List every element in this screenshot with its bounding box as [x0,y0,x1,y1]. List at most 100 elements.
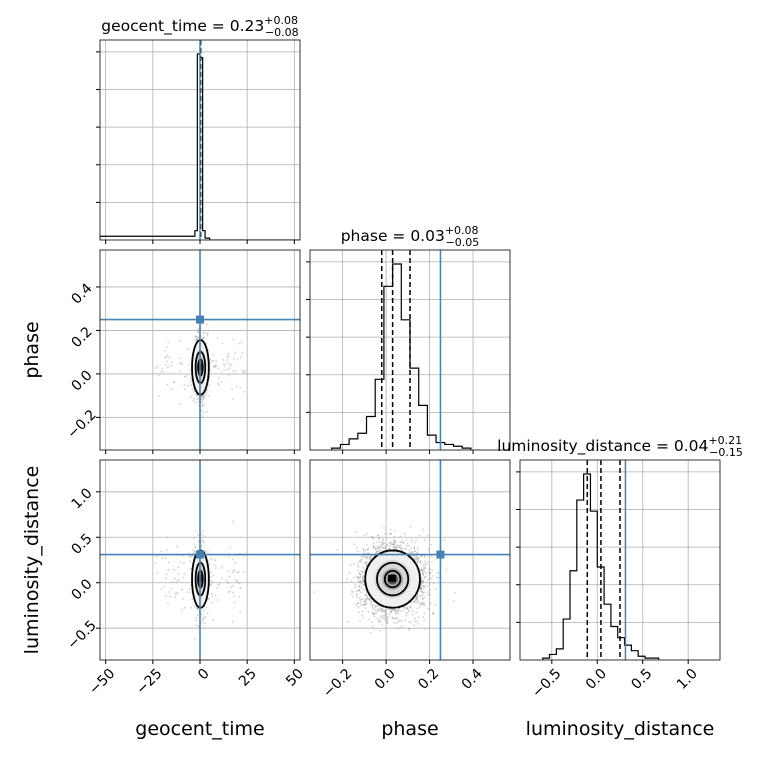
sample-point [356,564,359,567]
sample-point [355,593,357,596]
x-tick-label-geocent_time: 50 [283,666,307,690]
sample-point [179,370,181,373]
sample-point [396,627,399,630]
sample-point [172,568,175,571]
sample-point [204,550,207,552]
sample-point [203,395,206,397]
sample-point [402,606,405,609]
sample-point [366,597,369,600]
sample-point [205,616,207,619]
sample-point [370,535,373,538]
sample-point [365,557,368,560]
sample-point [379,616,382,619]
sample-point [195,393,198,395]
sample-point [174,577,176,580]
sample-point [394,608,397,611]
sample-point [161,368,164,370]
sample-point [406,611,409,614]
sample-point [365,532,368,535]
sample-point [359,559,362,562]
sample-point [368,556,371,559]
sample-point [183,388,186,390]
sample-point [187,591,190,594]
sample-point [200,409,203,412]
sample-point [359,581,362,583]
sample-point [414,620,417,623]
sample-point [177,579,180,582]
sample-point [175,591,178,594]
sample-point [361,579,364,582]
sample-point [167,341,170,344]
sample-point [212,574,215,577]
sample-point [196,331,199,333]
sample-point [359,591,362,594]
sample-point [431,612,434,615]
sample-point [173,381,175,383]
sample-point [402,542,405,544]
sample-point [420,568,423,571]
histogram-group [542,460,660,660]
sample-point [349,564,352,567]
sample-point [370,601,373,604]
sample-point [209,359,212,361]
sample-point [201,395,204,398]
sample-point [202,332,205,335]
y-tick-label-phase: 0.2 [69,324,96,351]
sample-point [200,545,203,548]
histogram-step [542,473,660,660]
sample-point [393,535,396,538]
sample-point [429,572,432,574]
sample-point [242,554,245,557]
sample-point [193,397,196,400]
sample-point [360,603,363,606]
sample-point [228,555,231,558]
sample-point [350,593,353,595]
sample-point [166,353,169,356]
sample-point [166,383,168,386]
histogram-group [100,40,300,240]
sample-point [370,621,373,624]
sample-point [408,627,411,630]
sample-point [394,540,397,543]
sample-point [416,557,418,560]
sample-point [420,555,422,558]
sample-point [378,545,381,547]
sample-point [383,546,386,549]
sample-point [371,536,374,538]
sample-point [429,577,432,580]
sample-point [409,525,412,528]
sample-point [221,564,224,566]
sample-point [359,589,361,592]
sample-point [369,603,372,606]
sample-point [227,591,230,594]
sample-point [377,620,380,623]
sample-point [233,595,235,598]
sample-point [365,563,368,566]
sample-point [202,396,205,399]
sample-point [389,528,392,531]
sample-point [392,545,395,548]
density-group [310,460,510,660]
sample-point [364,598,367,600]
sample-point [409,605,412,608]
sample-point [420,588,422,591]
sample-point [190,606,192,609]
sample-point [422,601,425,604]
sample-point [206,612,209,615]
sample-point [423,570,426,573]
sample-point [413,541,416,544]
sample-point [418,601,420,604]
sample-point [365,602,367,605]
sample-point [426,561,429,564]
sample-point [236,571,238,574]
sample-point [371,604,374,606]
sample-point [388,533,391,535]
panel-title-luminosity_distance: luminosity_distance = 0.04+0.21 −0.15 [497,434,743,459]
sample-point [174,569,177,572]
sample-point [214,365,217,368]
sample-point [196,548,199,551]
sample-point [389,608,391,611]
sample-point [212,365,215,368]
sample-point [194,545,196,548]
